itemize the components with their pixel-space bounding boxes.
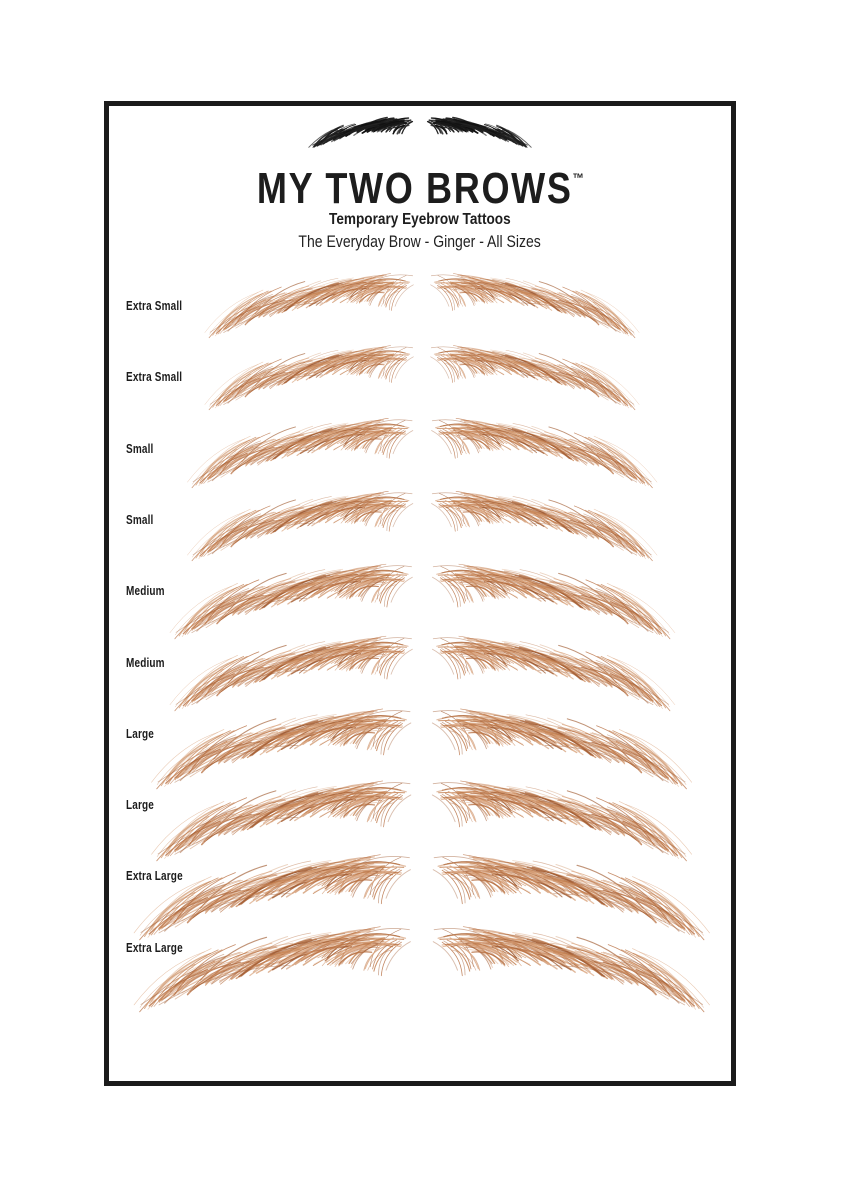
border-frame: MY TWO BROWS™ Temporary Eyebrow Tattoos … (104, 101, 736, 1086)
size-label: Small (126, 441, 154, 456)
eyebrow-pair-illustration (151, 780, 693, 862)
eyebrow-pair-illustration (168, 563, 676, 640)
eyebrow-pair-illustration (204, 272, 640, 339)
size-rows: Extra Small Extra Small Small Small Medium Me… (109, 106, 731, 1081)
right-eyebrow-icon (430, 418, 658, 489)
right-eyebrow-icon (430, 272, 640, 339)
left-eyebrow-icon (151, 708, 413, 790)
right-eyebrow-icon (430, 345, 640, 411)
right-eyebrow-icon (431, 635, 676, 712)
eyebrow-pair-illustration (168, 635, 676, 712)
size-label: Extra Small (126, 299, 183, 313)
eyebrow-pair-illustration (151, 708, 693, 790)
left-eyebrow-icon (133, 925, 412, 1013)
eyebrow-pair-illustration (133, 925, 711, 1013)
left-eyebrow-icon (168, 563, 413, 640)
eyebrow-pair-illustration (186, 418, 658, 489)
right-eyebrow-icon (430, 490, 658, 561)
right-eyebrow-icon (432, 853, 711, 941)
brand-name: MY TWO BROWS™ (256, 164, 584, 213)
eyebrow-pair-illustration (204, 345, 640, 411)
left-eyebrow-icon (168, 635, 413, 712)
size-label: Medium (126, 655, 165, 670)
left-eyebrow-icon (204, 345, 414, 411)
size-label: Large (126, 798, 155, 813)
product-subtitle: Temporary Eyebrow Tattoos (329, 211, 511, 228)
right-eyebrow-icon (431, 563, 676, 640)
right-eyebrow-icon (432, 925, 711, 1013)
size-label: Extra Large (126, 869, 183, 884)
right-eyebrow-icon (431, 780, 693, 862)
trademark-symbol: ™ (572, 170, 584, 187)
size-label: Medium (126, 584, 165, 599)
size-label: Extra Small (126, 370, 183, 385)
size-label: Extra Large (126, 940, 183, 955)
left-eyebrow-icon (186, 418, 414, 489)
left-eyebrow-icon (151, 780, 413, 862)
product-variant-line: The Everyday Brow - Ginger - All Sizes (298, 233, 542, 251)
size-label: Large (126, 726, 155, 741)
brand-title: MY TWO BROWS™ (109, 164, 731, 214)
left-eyebrow-icon (186, 490, 414, 561)
right-eyebrow-icon (431, 708, 693, 790)
left-eyebrow-icon (133, 853, 412, 941)
left-eyebrow-icon (204, 272, 414, 339)
eyebrow-pair-illustration (186, 490, 658, 561)
size-label: Small (126, 512, 154, 527)
